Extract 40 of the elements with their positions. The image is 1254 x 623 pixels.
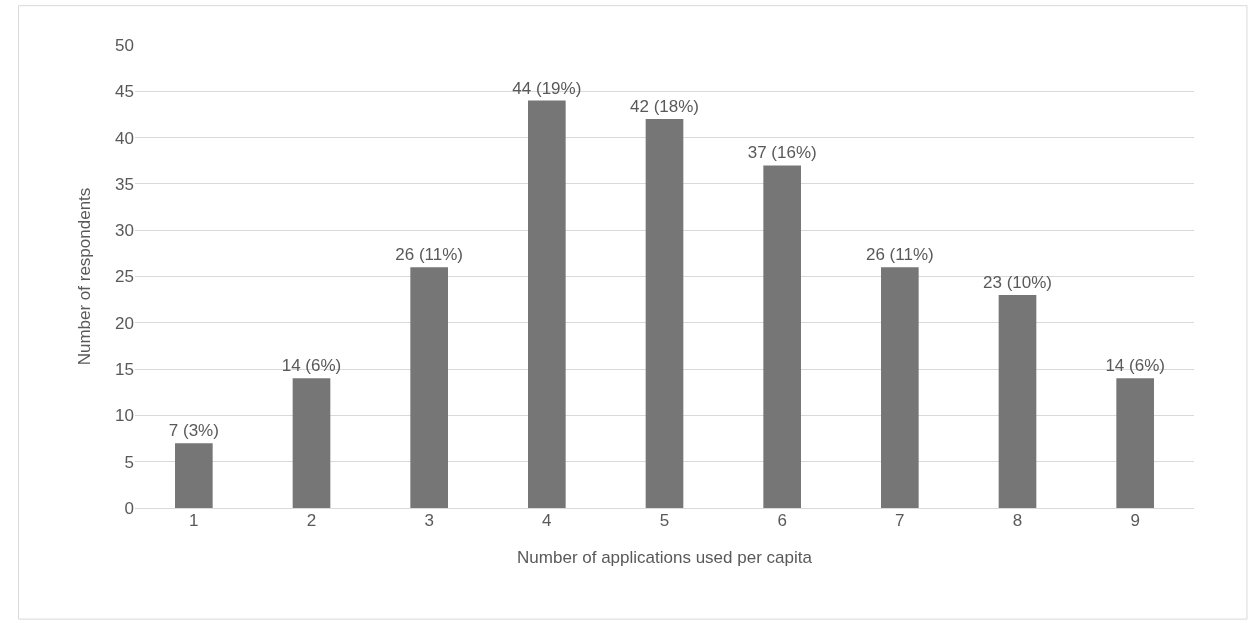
bar	[645, 119, 684, 508]
data-label: 44 (19%)	[512, 78, 582, 98]
bar	[763, 165, 801, 508]
x-tick-label: 9	[1130, 511, 1140, 530]
bar	[528, 100, 566, 508]
y-tick-label: 10	[115, 406, 134, 426]
bar	[1116, 378, 1154, 508]
data-label: 23 (10%)	[983, 273, 1052, 293]
x-tick-label: 6	[777, 511, 787, 530]
y-tick-label: 15	[115, 360, 134, 380]
y-tick-label: 35	[115, 174, 134, 194]
bar	[292, 378, 331, 508]
y-tick-label: 30	[115, 221, 134, 241]
bar	[410, 267, 448, 508]
data-label: 37 (16%)	[747, 143, 817, 163]
y-tick-label: 5	[124, 452, 134, 472]
data-label: 26 (11%)	[865, 245, 934, 265]
data-label: 14 (6%)	[281, 356, 342, 376]
data-label: 42 (18%)	[630, 97, 699, 117]
data-label: 7 (3%)	[168, 421, 219, 441]
data-label: 26 (11%)	[395, 245, 464, 265]
x-axis-title: Number of applications used per capita	[517, 548, 813, 568]
y-tick-label: 25	[115, 267, 134, 287]
x-tick-label: 1	[189, 511, 199, 530]
data-label: 14 (6%)	[1105, 356, 1165, 376]
x-tick-label: 5	[659, 511, 670, 530]
x-tick-label: 8	[1012, 511, 1023, 530]
bar	[998, 295, 1037, 508]
y-axis-title: Number of respondents	[74, 187, 94, 366]
x-tick-label: 4	[542, 511, 552, 530]
y-tick-label: 20	[115, 313, 134, 333]
y-tick-label: 0	[124, 498, 134, 518]
x-tick-label: 7	[895, 511, 905, 530]
y-tick-label: 50	[115, 35, 134, 55]
y-tick-label: 45	[115, 82, 134, 102]
x-tick-label: 2	[306, 511, 317, 530]
bar	[175, 443, 213, 508]
bar	[881, 267, 919, 508]
x-tick-label: 3	[424, 511, 434, 530]
y-tick-label: 40	[115, 128, 134, 148]
